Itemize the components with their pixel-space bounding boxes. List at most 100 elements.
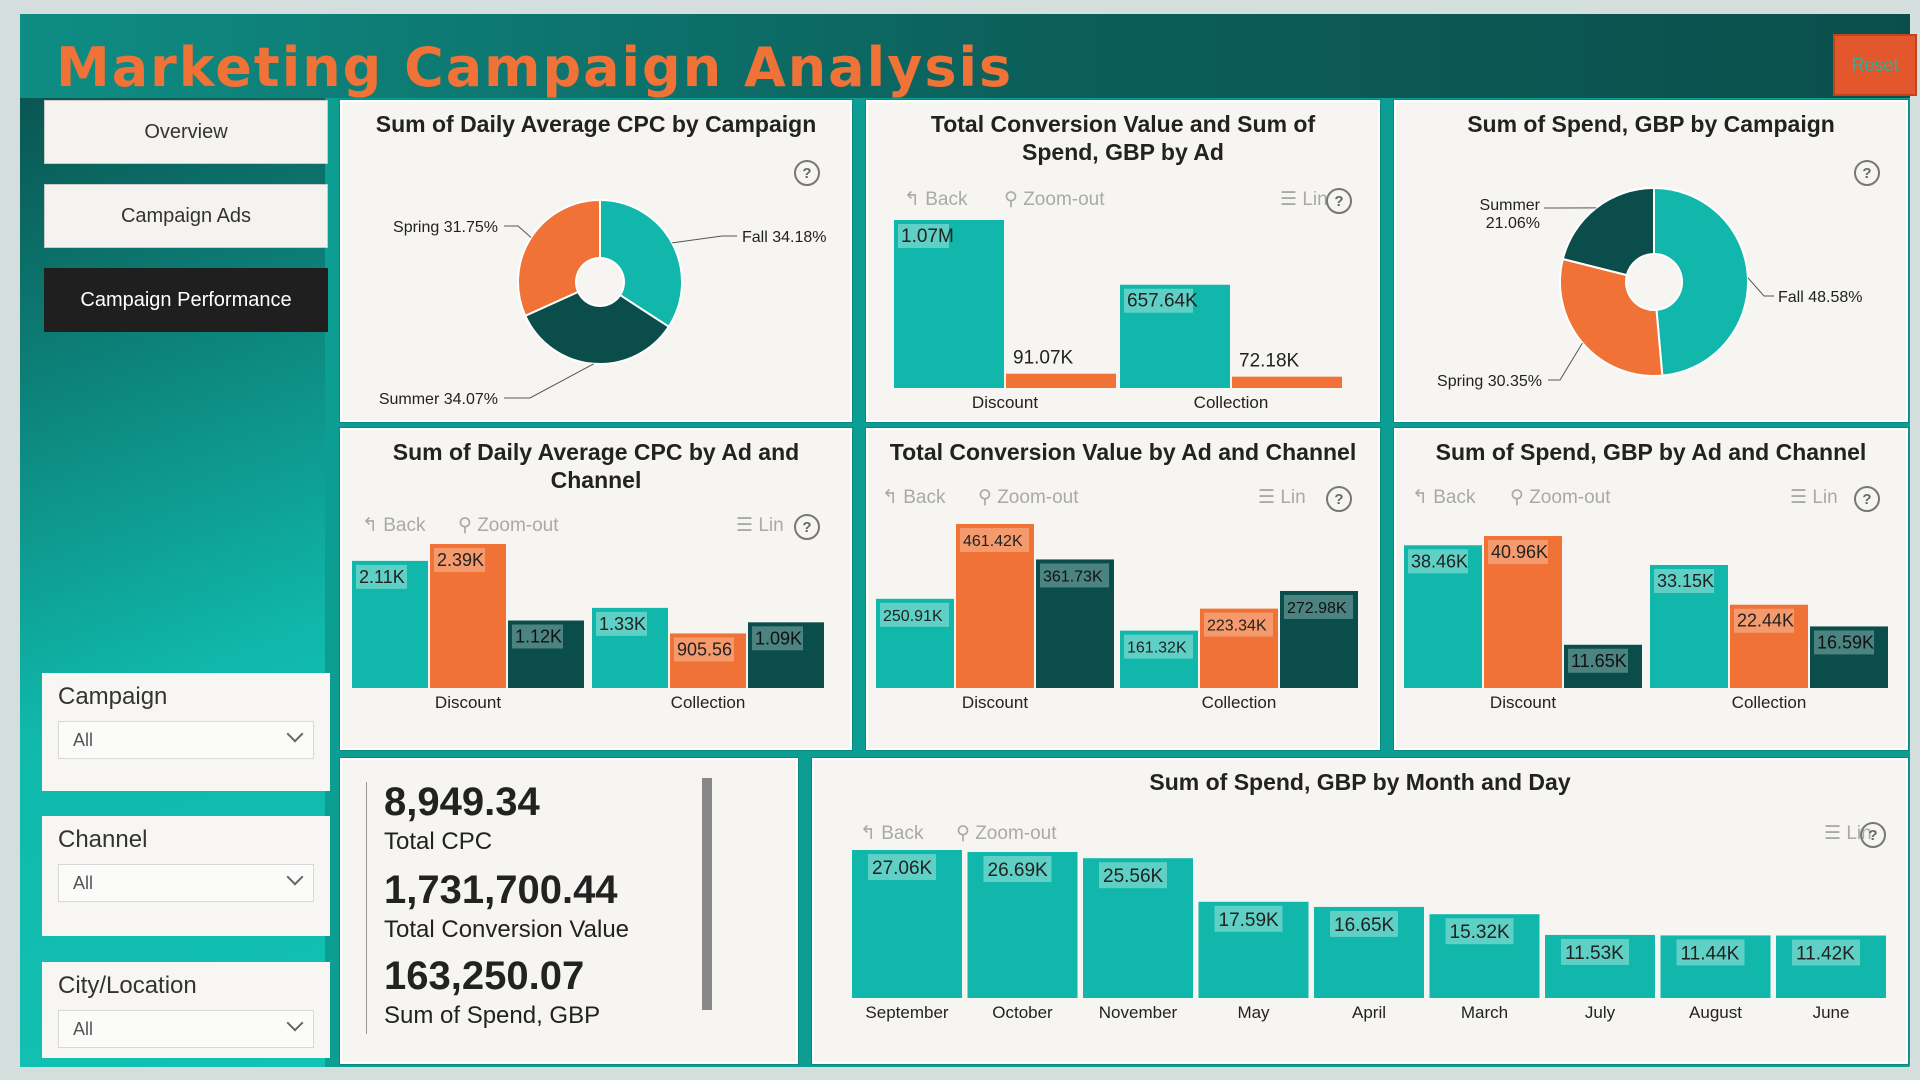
chart-title-block: Total Conversion Value and Sum of Spend, … bbox=[868, 110, 1378, 166]
nav-overview-button[interactable]: Overview bbox=[44, 100, 328, 164]
cpc-by-campaign-panel: Sum of Daily Average CPC by Campaign ? F… bbox=[339, 99, 853, 423]
data-label: 1.09K bbox=[755, 628, 802, 648]
pie-slice bbox=[1653, 186, 1749, 377]
data-label: 905.56 bbox=[677, 639, 732, 659]
data-label-bg bbox=[1214, 905, 1283, 932]
data-label: 1.07M bbox=[901, 226, 954, 247]
kpi-divider bbox=[366, 782, 367, 1034]
chart-title-block: Sum of Daily Average CPC by Ad and Channe… bbox=[342, 438, 850, 494]
back-button[interactable]: ↰ Back bbox=[1412, 487, 1476, 508]
city-location-dropdown[interactable]: All bbox=[58, 1010, 314, 1048]
data-label: 657.64K bbox=[1127, 291, 1198, 312]
help-icon[interactable]: ? bbox=[1854, 160, 1880, 186]
category-label: Discount bbox=[972, 393, 1038, 412]
data-label-bg bbox=[983, 856, 1052, 883]
data-label-bg bbox=[434, 548, 485, 572]
pie-label: Fall 48.58% bbox=[1778, 289, 1863, 306]
sidebar: Overview Campaign Ads Campaign Performan… bbox=[20, 98, 330, 1067]
category-label: Discount bbox=[962, 693, 1028, 712]
zoom-out-button[interactable]: ⚲ Zoom-out bbox=[1004, 189, 1105, 210]
zoom-out-button[interactable]: ⚲ Zoom-out bbox=[1510, 487, 1611, 508]
pie-slice bbox=[517, 198, 601, 318]
pie-leader-line bbox=[1747, 277, 1774, 297]
lin-toggle[interactable]: ☰ Lin bbox=[1258, 487, 1306, 508]
kpi-value-total-cpc: 8,949.34 bbox=[384, 780, 540, 824]
category-label: June bbox=[1813, 1003, 1850, 1022]
back-button[interactable]: ↰ Back bbox=[860, 823, 924, 844]
category-label: Collection bbox=[1732, 693, 1807, 712]
back-button[interactable]: ↰ Back bbox=[882, 487, 946, 508]
help-icon[interactable]: ? bbox=[794, 514, 820, 540]
category-label: April bbox=[1352, 1003, 1386, 1022]
data-label-bg bbox=[960, 528, 1029, 552]
data-label-bg bbox=[1124, 634, 1193, 659]
help-icon[interactable]: ? bbox=[1854, 486, 1880, 512]
data-label: 2.11K bbox=[359, 567, 405, 587]
kpi-label-conversion: Total Conversion Value bbox=[384, 916, 630, 943]
channel-dropdown[interactable]: All bbox=[58, 864, 314, 902]
data-label: 72.18K bbox=[1239, 351, 1300, 372]
lin-toggle[interactable]: ☰ Lin bbox=[736, 515, 784, 536]
lin-toggle[interactable]: ☰ Lin bbox=[1280, 189, 1328, 210]
data-label: 2.39K bbox=[437, 550, 484, 570]
kpi-label-spend: Sum of Spend, GBP bbox=[384, 1002, 601, 1029]
bar bbox=[1006, 373, 1116, 388]
spend-by-month-panel: Sum of Spend, GBP by Month and Day ↰ Bac… bbox=[811, 757, 1909, 1065]
pie-label: 21.06% bbox=[1486, 215, 1540, 232]
chart-title: Sum of Daily Average CPC by Campaign bbox=[375, 111, 817, 137]
data-label: 16.65K bbox=[1334, 915, 1395, 936]
lin-label: Lin bbox=[758, 515, 784, 536]
zoom-out-button[interactable]: ⚲ Zoom-out bbox=[978, 487, 1079, 508]
help-icon[interactable]: ? bbox=[1326, 486, 1352, 512]
zoom-out-button[interactable]: ⚲ Zoom-out bbox=[458, 515, 559, 536]
data-label: 461.42K bbox=[963, 533, 1023, 550]
nav-campaign-performance-button[interactable]: Campaign Performance bbox=[44, 268, 328, 332]
data-label: 22.44K bbox=[1737, 611, 1794, 631]
zoom-out-button[interactable]: ⚲ Zoom-out bbox=[956, 823, 1057, 844]
data-label: 223.34K bbox=[1207, 618, 1267, 635]
help-icon[interactable]: ? bbox=[1860, 822, 1886, 848]
data-label-bg bbox=[1124, 288, 1193, 313]
data-label: 361.73K bbox=[1043, 568, 1103, 585]
help-icon[interactable]: ? bbox=[1326, 188, 1352, 214]
cpc-campaign-pie-chart: Fall 34.18% Summer 34.07% Spring 31.75% bbox=[379, 198, 827, 408]
data-label-bg bbox=[898, 224, 949, 248]
category-label: July bbox=[1585, 1003, 1616, 1022]
data-label: 11.65K bbox=[1571, 651, 1627, 671]
kpi-scrollbar[interactable] bbox=[702, 778, 712, 1010]
data-label: 17.59K bbox=[1219, 910, 1280, 931]
city-location-dropdown-value: All bbox=[73, 1019, 94, 1039]
channel-dropdown-value: All bbox=[73, 873, 94, 893]
help-icon[interactable]: ? bbox=[794, 160, 820, 186]
pie-leader-line bbox=[672, 235, 737, 244]
data-label-bg bbox=[1568, 648, 1628, 673]
data-label-bg bbox=[1408, 549, 1468, 574]
back-button[interactable]: ↰ Back bbox=[904, 189, 968, 210]
chevron-down-icon bbox=[286, 868, 304, 886]
data-label: 1.33K bbox=[599, 614, 646, 634]
data-label-bg bbox=[512, 624, 563, 649]
city-location-slicer-label: City/Location bbox=[58, 972, 197, 999]
back-label: Back bbox=[903, 487, 946, 508]
data-label-bg bbox=[356, 564, 407, 589]
kpi-card: 8,949.34 Total CPC 1,731,700.44 Total Co… bbox=[339, 757, 799, 1065]
channel-slicer-label: Channel bbox=[58, 826, 148, 853]
reset-button[interactable]: Reset bbox=[1833, 34, 1917, 96]
back-button[interactable]: ↰ Back bbox=[362, 515, 426, 536]
data-label-bg bbox=[674, 637, 734, 662]
category-label: November bbox=[1099, 1003, 1178, 1022]
campaign-slicer-label: Campaign bbox=[58, 683, 168, 710]
data-label-bg bbox=[1654, 568, 1714, 593]
lin-toggle[interactable]: ☰ Lin bbox=[1790, 487, 1838, 508]
data-label-bg bbox=[1561, 938, 1629, 965]
spend-ad-channel-bar-chart: 38.46K 40.96K 11.65K Discount 33.15K 22.44K 16… bbox=[1404, 536, 1888, 712]
pie-leader-line bbox=[504, 225, 532, 238]
nav-campaign-ads-button[interactable]: Campaign Ads bbox=[44, 184, 328, 248]
lin-label: Lin bbox=[1812, 487, 1838, 508]
data-label: 161.32K bbox=[1127, 640, 1187, 657]
data-label: 27.06K bbox=[872, 858, 933, 879]
data-label-bg bbox=[868, 854, 936, 880]
pie-slice bbox=[1561, 186, 1655, 277]
data-label: 11.53K bbox=[1565, 943, 1624, 964]
campaign-dropdown[interactable]: All bbox=[58, 721, 314, 759]
